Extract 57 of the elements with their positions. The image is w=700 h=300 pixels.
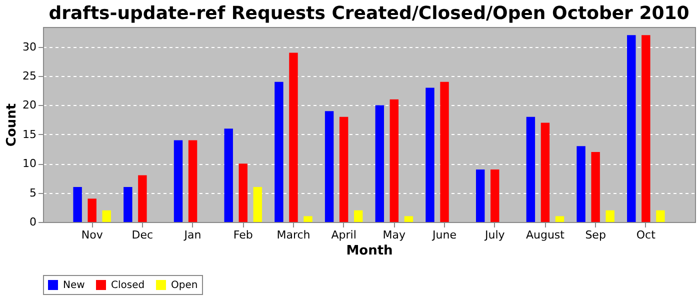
- bar: [540, 122, 550, 222]
- x-tick-label: Oct: [636, 228, 656, 242]
- x-tick-label: July: [484, 228, 506, 242]
- bar: [253, 186, 262, 222]
- x-tick-label: May: [382, 228, 406, 242]
- bar: [289, 52, 298, 222]
- bar: [490, 169, 500, 222]
- x-tick-label: Feb: [233, 228, 253, 242]
- y-tick-label: 20: [22, 98, 36, 112]
- x-tick-label: Jan: [183, 228, 202, 242]
- legend-label: Open: [171, 280, 198, 291]
- bar: [606, 210, 614, 222]
- bar: [124, 186, 132, 222]
- y-tick-label: 10: [22, 157, 36, 170]
- x-tick-label: June: [432, 228, 457, 242]
- bar: [526, 116, 536, 222]
- bar: [404, 216, 414, 222]
- bar: [476, 169, 485, 222]
- bar: [576, 146, 586, 222]
- bar: [354, 210, 363, 222]
- bar: [274, 82, 284, 222]
- y-axis-title: Count: [4, 103, 20, 147]
- y-tick-label: 25: [22, 70, 36, 83]
- x-tick-label: Dec: [132, 228, 154, 242]
- y-tick-label: 0: [30, 216, 36, 228]
- y-tick-label: 15: [22, 128, 36, 141]
- bar: [656, 210, 665, 222]
- bar: [339, 116, 348, 222]
- bar: [88, 198, 96, 222]
- x-tick-label: Nov: [81, 228, 104, 242]
- x-tick-label: March: [276, 228, 310, 242]
- x-axis-title: Month: [346, 244, 393, 258]
- bar: [642, 35, 650, 222]
- bar: [188, 140, 198, 222]
- bar: [102, 210, 111, 222]
- y-tick-label: 5: [30, 186, 36, 200]
- bar: [324, 111, 334, 222]
- bar: [440, 82, 449, 222]
- bar: [238, 164, 248, 222]
- x-tick-label: August: [526, 228, 566, 242]
- bar: [224, 128, 233, 222]
- x-tick-label: April: [331, 228, 356, 242]
- y-tick-label: 30: [22, 40, 36, 54]
- bar: [304, 216, 312, 222]
- bar: [138, 175, 147, 222]
- bar: [174, 140, 183, 222]
- bar: [555, 216, 564, 222]
- chart-title: drafts-update-ref Requests Created/Closed/Open October 2010: [48, 3, 690, 24]
- legend-label: Closed: [111, 280, 145, 291]
- bar: [591, 152, 600, 222]
- x-tick-label: Sep: [585, 228, 606, 242]
- legend-label: New: [63, 280, 85, 291]
- bar: [627, 35, 636, 222]
- bar: [73, 186, 82, 222]
- bar: [426, 88, 434, 222]
- bar: [375, 105, 384, 222]
- bar: [390, 99, 399, 222]
